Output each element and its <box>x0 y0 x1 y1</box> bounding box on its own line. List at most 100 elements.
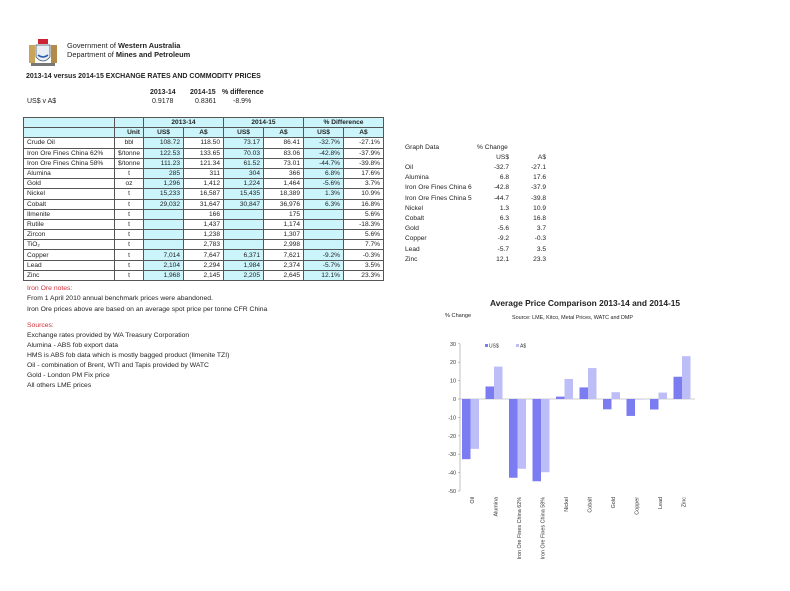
bar-A-7 <box>635 399 644 400</box>
table-row: Copper t 7,014 7,647 6,371 7,621 -9.2% -0.3% <box>23 249 384 261</box>
bar-US-4 <box>556 396 565 399</box>
value-cell: 311 <box>183 167 224 180</box>
bar-chart: 30 20 10 0 -10 -20 -30 -40 -50 Oil Alumina Iron Ore… <box>448 342 695 560</box>
graph-data-value: 6.8 <box>499 174 509 182</box>
graph-data-label: Oil <box>405 164 414 171</box>
graph-data-value: -0.3 <box>534 235 546 243</box>
source-line: Gold - London PM Fix price <box>27 372 110 379</box>
exchange-header: 2013-14 <box>150 89 176 96</box>
value-cell: 122.53 <box>143 147 184 159</box>
y-tick-label: 0 <box>453 397 456 403</box>
chart-subtitle: Source: LME, Kitco, Metal Prices, WATC a… <box>512 315 634 321</box>
sub-header: US$ <box>143 127 184 139</box>
value-cell: 304 <box>223 167 264 180</box>
group-header: % Difference <box>303 116 384 129</box>
commodity-name: TiO₂ <box>23 239 115 251</box>
value-cell: 6.3% <box>303 198 344 210</box>
graph-data-label: Lead <box>405 245 420 253</box>
bar-A-1 <box>494 366 503 399</box>
sub-header: A$ <box>263 127 304 139</box>
table-row: Iron Ore Fines China 62% $/tonne 122.53 133… <box>23 147 384 159</box>
commodity-name: Copper <box>23 249 115 261</box>
value-cell: 2,145 <box>183 269 224 282</box>
graph-data-value: 3.5 <box>536 245 546 253</box>
unit-cell: t <box>114 229 144 241</box>
commodity-name: Lead <box>23 259 115 271</box>
value-cell: 73.01 <box>263 157 304 169</box>
unit-cell: t <box>114 188 144 200</box>
value-cell: 15,233 <box>143 188 184 200</box>
value-cell: 86.41 <box>263 137 304 149</box>
y-tick-label: -10 <box>448 415 456 421</box>
value-cell: 18,389 <box>263 188 304 200</box>
value-cell: 6,371 <box>223 249 264 261</box>
graph-data-value: -5.6 <box>497 225 509 233</box>
value-cell: -37.9% <box>343 147 384 159</box>
value-cell: 1.3% <box>303 188 344 200</box>
y-tick-label: 30 <box>450 342 456 348</box>
graph-data-col: US$ <box>496 154 509 161</box>
commodity-name: Nickel <box>23 188 115 200</box>
value-cell: 1,238 <box>183 229 224 241</box>
header-cell <box>23 116 115 129</box>
value-cell: 5.6% <box>343 229 384 241</box>
x-tick-label: Zinc <box>681 497 687 507</box>
graph-data-label: Cobalt <box>405 215 425 222</box>
value-cell: 30,847 <box>223 198 264 210</box>
note-line: From 1 April 2010 annual benchmark price… <box>27 295 213 302</box>
legend-swatch <box>485 344 488 347</box>
table-row: Rutile t 1,437 1,174 -18.3% <box>23 218 384 231</box>
commodity-name: Alumina <box>23 167 115 180</box>
graph-data-value: 17.6 <box>533 174 546 182</box>
sub-header: A$ <box>343 127 384 139</box>
value-cell: -44.7% <box>303 157 344 169</box>
source-line: All others LME prices <box>27 382 92 389</box>
table-row: Iron Ore Fines China 58% $/tonne 111.23 121… <box>23 157 384 169</box>
sub-header: A$ <box>183 127 224 139</box>
unit-cell: bbl <box>114 137 144 149</box>
unit-cell: $/tonne <box>114 147 144 159</box>
source-line: Exchange rates provided by WA Treasury C… <box>27 332 190 339</box>
exchange-value: 0.9178 <box>152 98 174 105</box>
value-cell: 7.7% <box>343 239 384 251</box>
bar-US-3 <box>532 399 541 482</box>
unit-cell: t <box>114 259 144 271</box>
value-cell: 133.65 <box>183 147 224 159</box>
graph-data-label: Iron Ore Fines China 5 <box>405 194 472 202</box>
graph-data-value: -39.8 <box>530 194 546 202</box>
value-cell: 3.5% <box>343 259 384 271</box>
bar-A-6 <box>611 392 620 399</box>
value-cell: 2,294 <box>183 259 224 271</box>
graph-data-label: Nickel <box>405 204 423 212</box>
x-tick-label: Alumina <box>493 497 499 516</box>
wa-coat-of-arms-logo <box>29 39 57 66</box>
bar-US-7 <box>626 399 635 416</box>
value-cell: -42.8% <box>303 147 344 159</box>
value-cell <box>303 239 344 251</box>
commodity-name: Iron Ore Fines China 62% <box>23 147 115 159</box>
org-text-bold: Western Australia <box>117 41 181 50</box>
graph-data-change-label: % Change <box>477 144 508 151</box>
y-tick-label: 20 <box>450 360 456 366</box>
value-cell: 83.06 <box>263 147 304 159</box>
x-tick-label: Iron Ore Fines China 62% <box>517 497 523 560</box>
bar-A-2 <box>517 399 526 469</box>
table-row: Zinc t 1,968 2,145 2,205 2,645 12.1% 23.3% <box>23 269 384 282</box>
value-cell <box>303 218 344 231</box>
value-cell: 2,374 <box>263 259 304 271</box>
org-text: Government of <box>67 41 118 50</box>
unit-cell: t <box>114 167 144 180</box>
group-header: 2013-14 <box>143 116 224 129</box>
graph-data-label: Alumina <box>405 174 429 182</box>
value-cell <box>143 218 184 231</box>
bar-A-9 <box>682 356 691 399</box>
dept-text-bold: Mines and Petroleum <box>115 50 191 59</box>
commodity-name: Zinc <box>23 269 115 282</box>
graph-data-label: Iron Ore Fines China 6 <box>405 184 472 192</box>
graph-data-value: 1.3 <box>499 204 509 212</box>
graph-data-value: -37.9 <box>530 184 546 192</box>
value-cell: 1,296 <box>143 178 184 190</box>
page-title: 2013-14 versus 2014-15 EXCHANGE RATES AN… <box>26 73 261 80</box>
value-cell: 12.1% <box>303 269 344 282</box>
